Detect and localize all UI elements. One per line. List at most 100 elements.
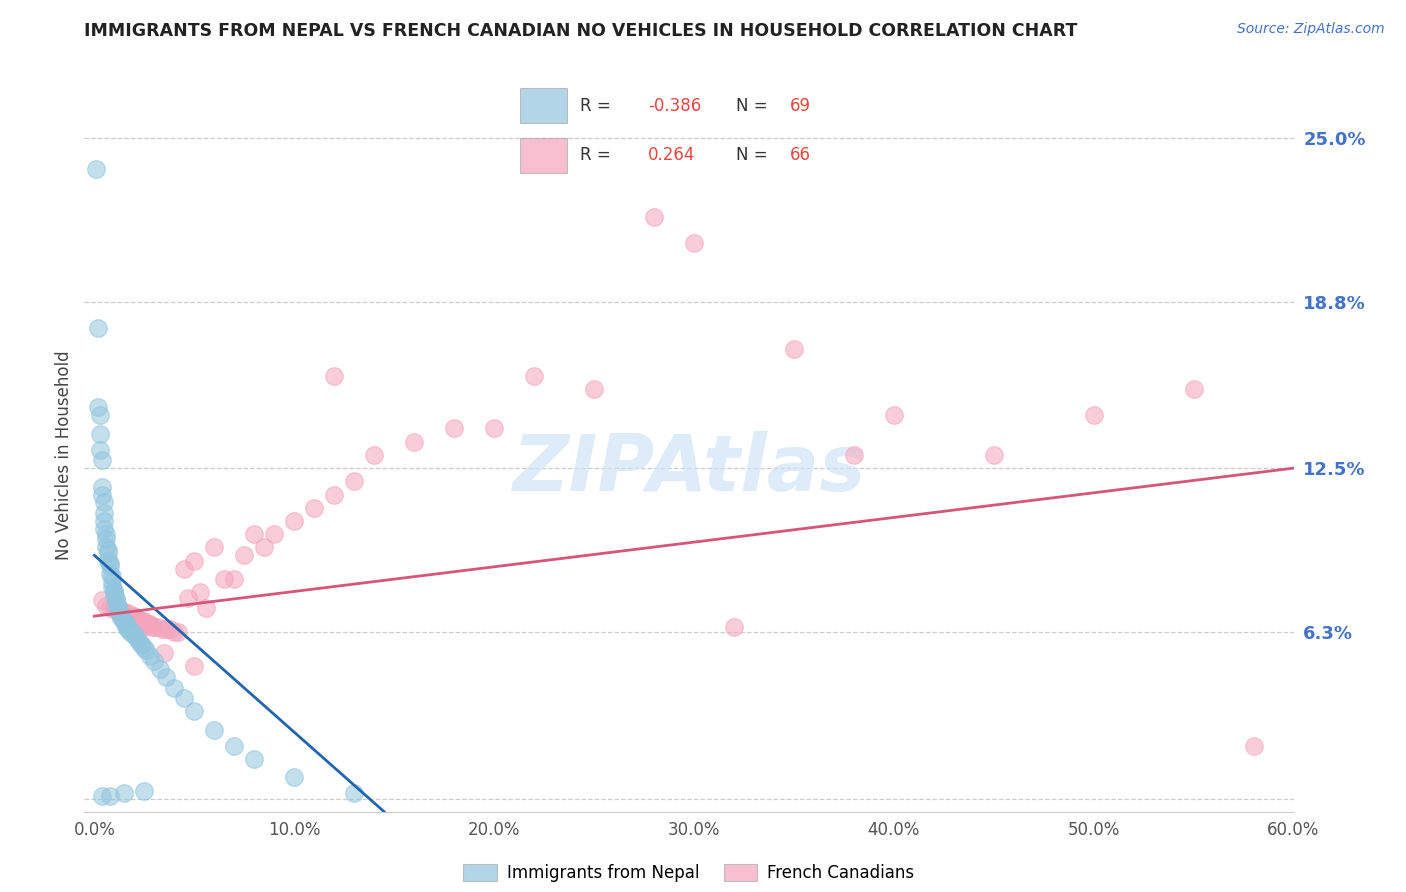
Point	[111, 609, 134, 624]
Point	[97, 554, 120, 568]
Point	[263, 527, 285, 541]
Point	[143, 620, 166, 634]
Point	[131, 638, 153, 652]
Point	[101, 569, 124, 583]
Point	[523, 368, 546, 383]
Point	[233, 549, 256, 563]
Point	[343, 475, 366, 489]
Point	[93, 495, 115, 509]
Point	[97, 543, 120, 558]
Point	[115, 607, 138, 621]
Point	[96, 533, 118, 547]
Point	[134, 620, 156, 634]
Point	[683, 236, 706, 251]
Legend: Immigrants from Nepal, French Canadians: Immigrants from Nepal, French Canadians	[457, 857, 921, 889]
Point	[93, 514, 115, 528]
Point	[125, 630, 148, 644]
Point	[723, 620, 745, 634]
Point	[163, 681, 186, 695]
Point	[112, 615, 135, 629]
Text: N =: N =	[735, 97, 768, 115]
Point	[97, 546, 120, 560]
Point	[124, 609, 146, 624]
Point	[343, 786, 366, 800]
Y-axis label: No Vehicles in Household: No Vehicles in Household	[55, 350, 73, 560]
Point	[117, 623, 139, 637]
Point	[112, 786, 135, 800]
Point	[323, 368, 346, 383]
Point	[131, 615, 153, 629]
Point	[127, 612, 149, 626]
Point	[98, 601, 121, 615]
Point	[103, 582, 125, 597]
Text: -0.386: -0.386	[648, 97, 702, 115]
Point	[153, 646, 176, 660]
Point	[86, 162, 108, 177]
Text: Source: ZipAtlas.com: Source: ZipAtlas.com	[1237, 22, 1385, 37]
Point	[96, 527, 118, 541]
Point	[202, 723, 225, 737]
Point	[243, 752, 266, 766]
Point	[149, 662, 172, 676]
Point	[110, 607, 132, 621]
Point	[150, 623, 173, 637]
Point	[139, 648, 162, 663]
Point	[363, 448, 385, 462]
Point	[129, 635, 152, 649]
Point	[98, 558, 121, 573]
Point	[143, 654, 166, 668]
Point	[188, 585, 211, 599]
Point	[224, 572, 246, 586]
Point	[125, 612, 148, 626]
Point	[115, 617, 138, 632]
Point	[127, 632, 149, 647]
Point	[110, 609, 132, 624]
Point	[91, 453, 114, 467]
Point	[107, 601, 129, 615]
Point	[89, 426, 111, 441]
Point	[96, 599, 118, 613]
Text: 0.264: 0.264	[648, 146, 695, 164]
Point	[103, 601, 125, 615]
Point	[283, 514, 305, 528]
Point	[91, 487, 114, 501]
Point	[243, 527, 266, 541]
Point	[98, 556, 121, 570]
Point	[134, 783, 156, 797]
Point	[134, 615, 156, 629]
Point	[582, 382, 605, 396]
Point	[103, 588, 125, 602]
Point	[183, 659, 205, 673]
Point	[183, 704, 205, 718]
Point	[89, 442, 111, 457]
Point	[101, 574, 124, 589]
Point	[134, 640, 156, 655]
Point	[148, 620, 170, 634]
Point	[91, 480, 114, 494]
Point	[127, 612, 149, 626]
Text: R =: R =	[581, 97, 612, 115]
Text: N =: N =	[735, 146, 768, 164]
Point	[121, 609, 143, 624]
Point	[141, 620, 163, 634]
Point	[103, 585, 125, 599]
Point	[643, 210, 665, 224]
Point	[136, 617, 159, 632]
Point	[159, 623, 181, 637]
Bar	[520, 137, 567, 173]
Point	[983, 448, 1005, 462]
Point	[93, 506, 115, 520]
Point	[883, 409, 905, 423]
Point	[177, 591, 200, 605]
Point	[842, 448, 865, 462]
Point	[91, 789, 114, 803]
Point	[117, 620, 139, 634]
Point	[214, 572, 236, 586]
Point	[155, 623, 177, 637]
Point	[124, 627, 146, 641]
Point	[98, 566, 121, 581]
Point	[107, 604, 129, 618]
Point	[139, 617, 162, 632]
Point	[120, 625, 142, 640]
Point	[105, 593, 128, 607]
